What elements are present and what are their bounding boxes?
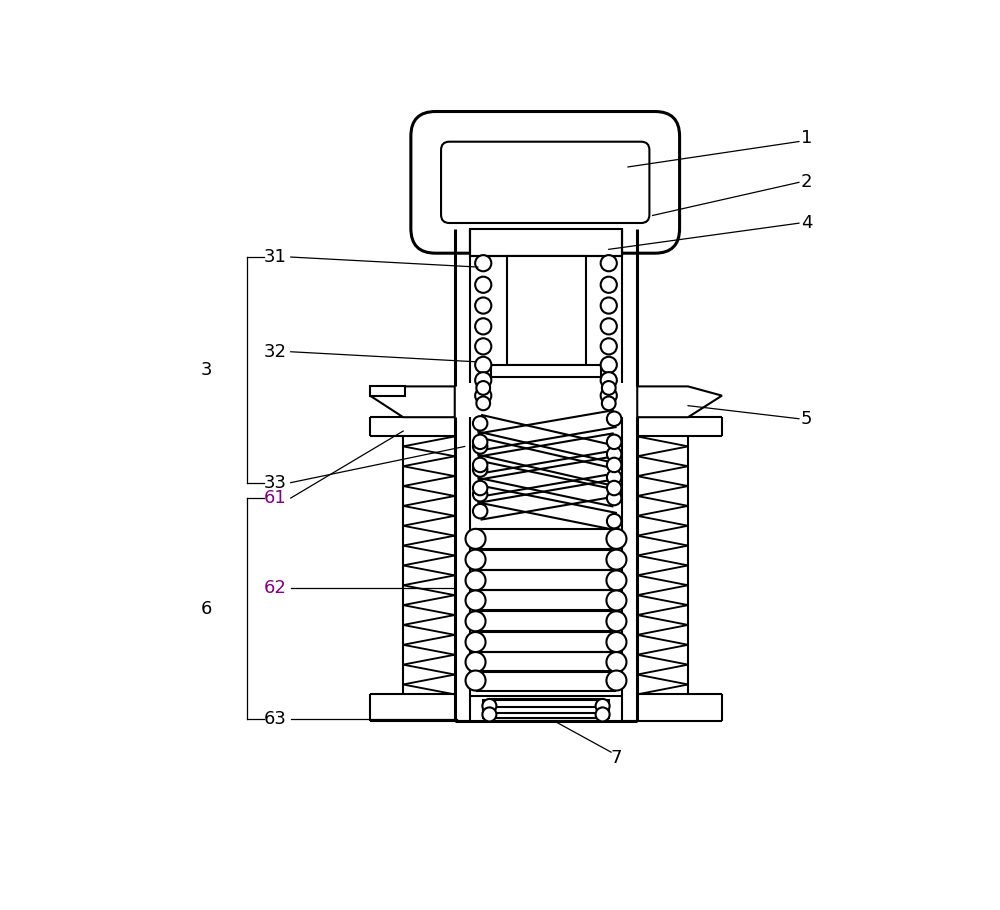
Circle shape — [475, 255, 491, 271]
Text: 33: 33 — [264, 473, 287, 491]
Circle shape — [475, 277, 491, 293]
Circle shape — [602, 381, 616, 395]
Text: 3: 3 — [201, 361, 213, 379]
Circle shape — [473, 504, 487, 519]
Circle shape — [601, 339, 617, 355]
Circle shape — [476, 397, 490, 410]
Circle shape — [473, 480, 487, 495]
Circle shape — [607, 480, 621, 495]
Circle shape — [475, 318, 491, 335]
Circle shape — [482, 699, 496, 713]
Text: 7: 7 — [611, 749, 622, 766]
Text: 61: 61 — [264, 489, 287, 507]
Bar — [507, 256, 586, 365]
Circle shape — [466, 550, 486, 570]
Circle shape — [482, 707, 496, 722]
Circle shape — [607, 447, 621, 461]
Circle shape — [466, 612, 486, 632]
Text: 6: 6 — [201, 600, 212, 618]
Text: 2: 2 — [801, 173, 812, 191]
Circle shape — [473, 462, 487, 477]
Circle shape — [473, 416, 487, 430]
Circle shape — [601, 298, 617, 314]
Circle shape — [473, 435, 487, 449]
Bar — [470, 228, 622, 256]
Circle shape — [606, 591, 626, 611]
Circle shape — [466, 529, 486, 549]
Circle shape — [466, 632, 486, 652]
Circle shape — [476, 381, 490, 395]
Circle shape — [607, 470, 621, 484]
Circle shape — [596, 699, 610, 713]
Circle shape — [601, 318, 617, 335]
Circle shape — [607, 458, 621, 472]
Circle shape — [601, 277, 617, 293]
Text: 4: 4 — [801, 214, 812, 232]
Circle shape — [473, 487, 487, 501]
Text: 63: 63 — [264, 710, 287, 728]
Circle shape — [601, 357, 617, 373]
Circle shape — [475, 298, 491, 314]
Circle shape — [466, 571, 486, 591]
Circle shape — [606, 671, 626, 691]
Circle shape — [475, 372, 491, 389]
Bar — [470, 696, 622, 722]
Text: 62: 62 — [264, 579, 287, 597]
Circle shape — [606, 571, 626, 591]
Circle shape — [607, 514, 621, 529]
Text: 32: 32 — [264, 343, 287, 360]
FancyBboxPatch shape — [411, 112, 680, 253]
Circle shape — [466, 671, 486, 691]
Circle shape — [602, 397, 616, 410]
FancyBboxPatch shape — [441, 142, 649, 223]
Circle shape — [606, 632, 626, 652]
Circle shape — [606, 529, 626, 549]
Bar — [370, 387, 405, 396]
Polygon shape — [637, 387, 722, 417]
Circle shape — [606, 550, 626, 570]
Circle shape — [475, 357, 491, 373]
Bar — [483, 700, 609, 717]
Bar — [491, 365, 601, 377]
Text: 5: 5 — [801, 410, 812, 428]
Circle shape — [473, 440, 487, 454]
Circle shape — [475, 339, 491, 355]
Circle shape — [607, 435, 621, 449]
Circle shape — [607, 490, 621, 505]
Circle shape — [475, 388, 491, 404]
Circle shape — [473, 458, 487, 472]
Circle shape — [466, 652, 486, 672]
Circle shape — [601, 388, 617, 404]
Circle shape — [607, 411, 621, 426]
Text: 31: 31 — [264, 248, 287, 266]
Circle shape — [466, 591, 486, 611]
Polygon shape — [370, 387, 455, 417]
Circle shape — [606, 612, 626, 632]
Circle shape — [606, 652, 626, 672]
Circle shape — [596, 707, 610, 722]
Circle shape — [601, 255, 617, 271]
Circle shape — [601, 372, 617, 389]
Text: 1: 1 — [801, 129, 812, 147]
